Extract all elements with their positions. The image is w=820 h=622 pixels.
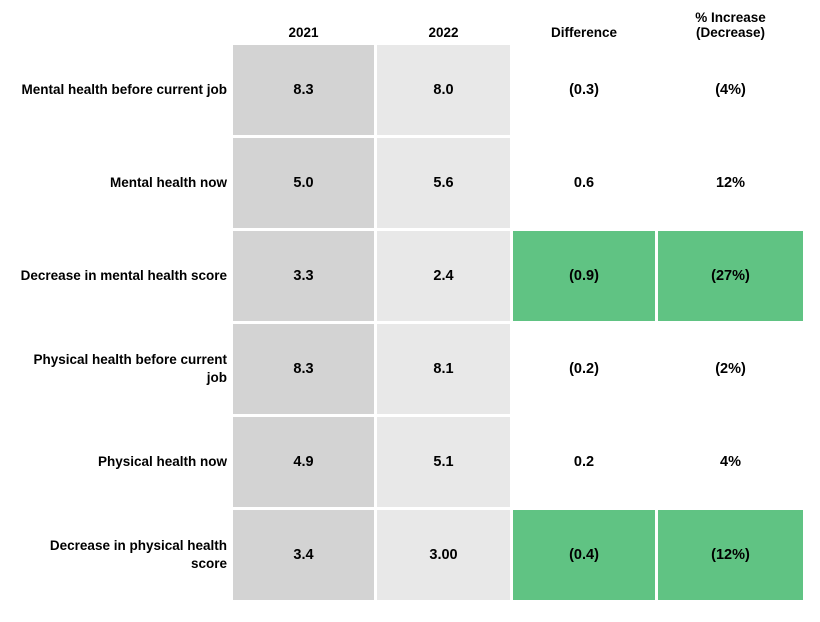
corner-cell-empty bbox=[0, 0, 230, 42]
row-label-decrease-physical-health: Decrease in physical health score bbox=[0, 510, 230, 600]
row-label-text: Physical health now bbox=[97, 454, 227, 470]
row-label-physical-health-before: Physical health before current job bbox=[0, 324, 230, 414]
cell-difference-highlighted: (0.9) bbox=[513, 231, 655, 321]
cell-difference: 0.2 bbox=[573, 454, 595, 470]
cell-2022: 3.00 bbox=[377, 510, 510, 600]
row-label-mental-health-before: Mental health before current job bbox=[0, 45, 230, 135]
cell-pct-change: (2%) bbox=[715, 361, 746, 377]
cell-2022: 5.6 bbox=[377, 138, 510, 228]
column-header-pct-increase-decrease: % Increase (Decrease) bbox=[695, 9, 766, 41]
row-label-text: Decrease in mental health score bbox=[20, 268, 227, 284]
cell-2022: 5.1 bbox=[377, 417, 510, 507]
cell-pct-change: 4% bbox=[720, 454, 741, 470]
cell-2022: 8.0 bbox=[377, 45, 510, 135]
health-score-comparison-table: 2021 2022 Difference % Increase (Decreas… bbox=[0, 0, 803, 600]
cell-pct-change: (4%) bbox=[715, 82, 746, 98]
cell-difference: 0.6 bbox=[573, 175, 595, 191]
cell-2021: 3.4 bbox=[233, 510, 374, 600]
row-label-text: Mental health before current job bbox=[21, 82, 227, 98]
row-label-decrease-mental-health: Decrease in mental health score bbox=[0, 231, 230, 321]
cell-2021: 8.3 bbox=[233, 45, 374, 135]
cell-2021: 5.0 bbox=[233, 138, 374, 228]
cell-difference-highlighted: (0.4) bbox=[513, 510, 655, 600]
row-label-mental-health-now: Mental health now bbox=[0, 138, 230, 228]
row-label-text: Decrease in physical health score bbox=[49, 538, 227, 571]
column-header-difference: Difference bbox=[550, 25, 618, 41]
cell-2021: 3.3 bbox=[233, 231, 374, 321]
row-label-text: Mental health now bbox=[109, 175, 227, 191]
cell-pct-change: 12% bbox=[715, 175, 746, 191]
column-header-2021: 2021 bbox=[288, 25, 319, 41]
cell-pct-change-highlighted: (27%) bbox=[658, 231, 803, 321]
row-label-physical-health-now: Physical health now bbox=[0, 417, 230, 507]
cell-2021: 4.9 bbox=[233, 417, 374, 507]
cell-2022: 2.4 bbox=[377, 231, 510, 321]
row-label-text: Physical health before current job bbox=[33, 352, 227, 385]
cell-difference: (0.3) bbox=[569, 82, 599, 98]
cell-pct-change-highlighted: (12%) bbox=[658, 510, 803, 600]
column-header-2022: 2022 bbox=[428, 25, 459, 41]
cell-2021: 8.3 bbox=[233, 324, 374, 414]
cell-difference: (0.2) bbox=[569, 361, 599, 377]
cell-2022: 8.1 bbox=[377, 324, 510, 414]
